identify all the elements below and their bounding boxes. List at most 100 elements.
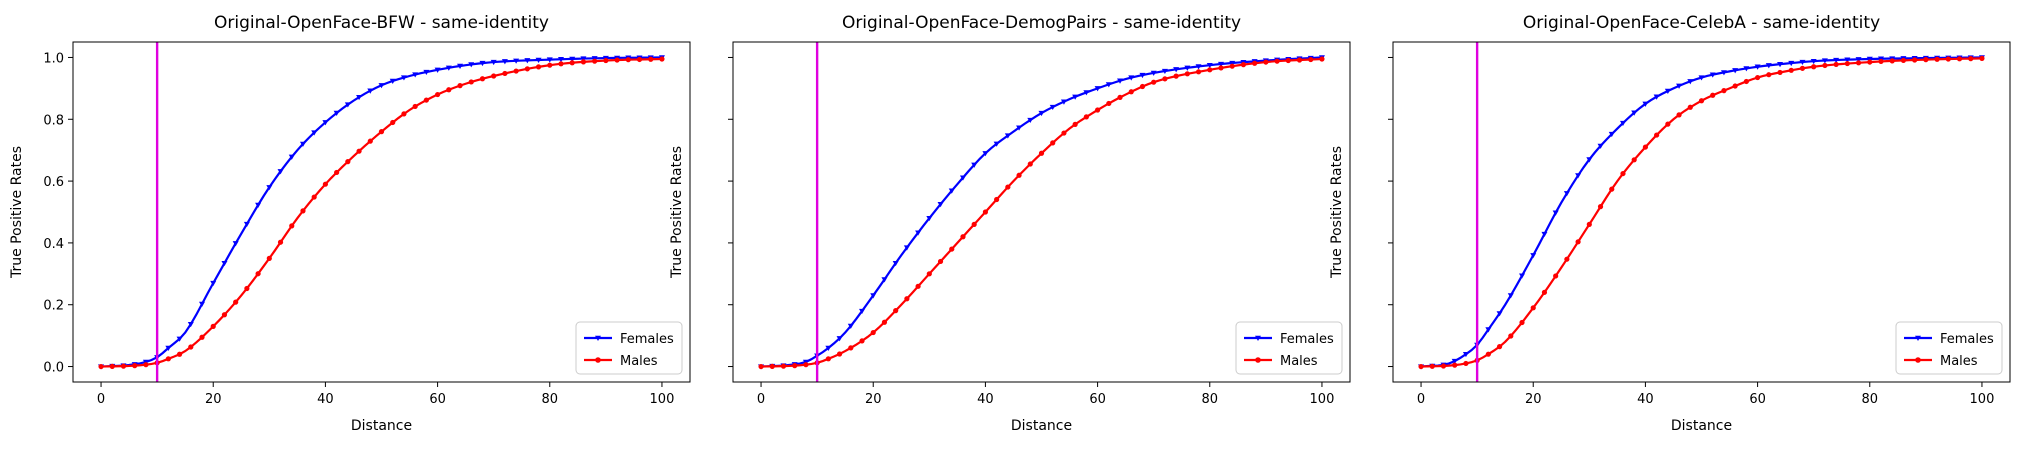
legend-marker xyxy=(1255,357,1261,363)
data-point xyxy=(1664,88,1671,95)
data-point xyxy=(1229,60,1236,67)
plot-area xyxy=(758,55,1325,370)
data-point xyxy=(210,280,217,287)
data-point xyxy=(881,319,888,325)
data-point xyxy=(132,363,138,369)
data-point xyxy=(1912,57,1918,63)
y-axis-label: True Positive Rates xyxy=(669,146,685,279)
data-point xyxy=(1151,79,1157,85)
data-point xyxy=(423,97,429,103)
data-point xyxy=(1597,204,1604,210)
data-point xyxy=(1810,58,1817,65)
data-point xyxy=(1867,59,1873,65)
data-point xyxy=(1507,293,1514,299)
data-point xyxy=(1654,132,1660,138)
x-tick-label: 0 xyxy=(757,392,765,407)
data-point xyxy=(1016,172,1022,178)
data-point xyxy=(1519,319,1525,326)
data-point xyxy=(1743,78,1749,85)
data-point xyxy=(333,110,340,116)
data-point xyxy=(1072,94,1079,100)
legend-marker xyxy=(595,357,601,363)
y-tick-label: 1.0 xyxy=(43,51,64,66)
data-point xyxy=(937,202,944,208)
data-point xyxy=(1844,57,1851,63)
data-point xyxy=(1799,59,1806,66)
data-point xyxy=(400,75,407,81)
legend-label-males: Males xyxy=(1940,354,1978,369)
data-point xyxy=(188,344,194,350)
data-point xyxy=(1105,82,1112,88)
legend-label-females: Females xyxy=(1940,332,1994,347)
data-point xyxy=(1083,90,1090,96)
data-point xyxy=(1676,112,1682,118)
data-point xyxy=(1765,63,1772,69)
data-point xyxy=(1173,67,1180,73)
data-point xyxy=(926,271,932,277)
data-point xyxy=(1855,57,1862,63)
data-point xyxy=(255,202,262,209)
x-axis-label: Distance xyxy=(351,418,412,434)
data-point xyxy=(1732,68,1739,74)
data-point xyxy=(569,56,576,62)
data-point xyxy=(266,255,272,261)
data-point xyxy=(892,260,899,267)
series-line-males xyxy=(761,57,1323,368)
legend-marker xyxy=(1915,335,1921,341)
legend-marker xyxy=(1255,335,1261,341)
data-point xyxy=(993,141,1000,147)
plot-area xyxy=(1418,55,1985,370)
data-point xyxy=(1094,107,1101,113)
data-point xyxy=(479,76,486,82)
data-point xyxy=(1609,186,1615,192)
data-point xyxy=(1530,253,1537,259)
data-point xyxy=(1496,344,1503,350)
data-point xyxy=(165,345,172,351)
data-point xyxy=(1710,92,1716,98)
data-point xyxy=(1754,64,1761,70)
data-point xyxy=(1608,131,1615,138)
data-point xyxy=(1496,311,1503,317)
data-point xyxy=(1687,104,1693,110)
data-point xyxy=(1429,363,1435,369)
data-point xyxy=(625,57,631,63)
data-point xyxy=(836,336,843,342)
data-point xyxy=(1072,121,1078,127)
data-point xyxy=(580,56,587,62)
data-point xyxy=(1451,358,1458,365)
data-point xyxy=(311,194,317,200)
data-point xyxy=(1061,130,1067,136)
series-line-females xyxy=(760,56,1323,368)
data-point xyxy=(847,323,854,329)
data-point xyxy=(1452,362,1458,368)
data-point xyxy=(1822,62,1828,69)
data-point xyxy=(994,196,1000,203)
data-point xyxy=(1218,65,1224,71)
data-point xyxy=(971,162,978,168)
data-point xyxy=(356,94,363,101)
data-point xyxy=(1777,69,1783,76)
axes-frame xyxy=(72,41,691,383)
chart-title: Original-OpenFace-BFW - same-identity xyxy=(214,13,549,33)
data-point xyxy=(1721,88,1727,94)
data-point xyxy=(1050,140,1056,146)
data-point xyxy=(176,351,183,357)
data-point xyxy=(1150,70,1157,76)
data-point xyxy=(491,73,497,79)
series-line-females xyxy=(1420,56,1982,368)
data-point xyxy=(1005,184,1011,190)
data-point xyxy=(859,338,865,344)
data-point xyxy=(1117,94,1123,100)
x-tick-label: 80 xyxy=(1861,392,1878,407)
legend-marker xyxy=(1915,357,1921,363)
data-point xyxy=(412,72,419,78)
legend-label-females: Females xyxy=(1280,332,1334,347)
data-point xyxy=(468,62,475,68)
data-point xyxy=(558,61,564,67)
data-point xyxy=(1665,121,1671,127)
data-point xyxy=(870,329,876,336)
data-point xyxy=(1889,58,1895,64)
data-point xyxy=(1811,64,1817,70)
data-point xyxy=(1094,86,1101,92)
data-point xyxy=(1308,56,1314,63)
